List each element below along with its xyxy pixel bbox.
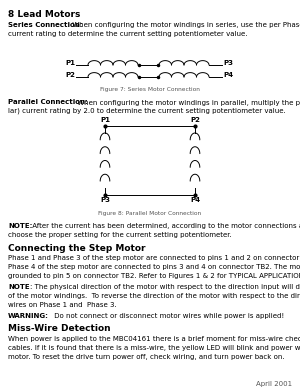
Text: motor. To reset the drive turn power off, check wiring, and turn power back on.: motor. To reset the drive turn power off… [8, 354, 285, 360]
Text: After the current has been determined, according to the motor connections above,: After the current has been determined, a… [30, 223, 300, 229]
Text: Do not connect or disconnect motor wires while power is applied!: Do not connect or disconnect motor wires… [52, 313, 284, 319]
Text: P4: P4 [223, 72, 233, 78]
Text: P2: P2 [190, 117, 200, 123]
Text: P3: P3 [100, 197, 110, 203]
Text: Figure 7: Series Motor Connection: Figure 7: Series Motor Connection [100, 87, 200, 92]
Text: lar) current rating by 2.0 to determine the current setting potentiometer value.: lar) current rating by 2.0 to determine … [8, 108, 286, 114]
Text: Parallel Connection:: Parallel Connection: [8, 99, 88, 105]
Text: : The physical direction of the motor with respect to the direction input will d: : The physical direction of the motor wi… [30, 284, 300, 290]
Text: Connecting the Step Motor: Connecting the Step Motor [8, 244, 145, 253]
Text: wires on Phase 1 and  Phase 3.: wires on Phase 1 and Phase 3. [8, 302, 117, 308]
Text: current rating to determine the current setting potentiometer value.: current rating to determine the current … [8, 31, 247, 37]
Text: NOTE: NOTE [8, 284, 30, 290]
Text: Phase 1 and Phase 3 of the step motor are connected to pins 1 and 2 on connector: Phase 1 and Phase 3 of the step motor ar… [8, 255, 300, 261]
Text: 8 Lead Motors: 8 Lead Motors [8, 10, 80, 19]
Text: NOTE:: NOTE: [8, 223, 32, 229]
Text: When configuring the motor windings in series, use the per Phase (or unipolar): When configuring the motor windings in s… [70, 22, 300, 28]
Text: Phase 4 of the step motor are connected to pins 3 and 4 on connector TB2. The mo: Phase 4 of the step motor are connected … [8, 264, 300, 270]
Text: of the motor windings.  To reverse the direction of the motor with respect to th: of the motor windings. To reverse the di… [8, 293, 300, 299]
Text: P1: P1 [100, 117, 110, 123]
Text: cables. If it is found that there is a miss-wire, the yellow LED will blink and : cables. If it is found that there is a m… [8, 345, 300, 351]
Text: P1: P1 [65, 60, 75, 66]
Text: When power is applied to the MBC04161 there is a brief moment for miss-wire chec: When power is applied to the MBC04161 th… [8, 336, 300, 342]
Text: P3: P3 [223, 60, 233, 66]
Text: Figure 8: Parallel Motor Connection: Figure 8: Parallel Motor Connection [98, 211, 202, 216]
Text: P4: P4 [190, 197, 200, 203]
Text: Miss-Wire Detection: Miss-Wire Detection [8, 324, 111, 333]
Text: choose the proper setting for the current setting potentiometer.: choose the proper setting for the curren… [8, 232, 232, 238]
Text: WARNING:: WARNING: [8, 313, 49, 319]
Text: Series Connection:: Series Connection: [8, 22, 82, 28]
Text: P2: P2 [65, 72, 75, 78]
Text: April 2001: April 2001 [256, 381, 292, 387]
Text: When configuring the motor windings in parallel, multiply the per Phase (or unip: When configuring the motor windings in p… [75, 99, 300, 106]
Text: grounded to pin 5 on connector TB2. Refer to Figures 1 & 2 for TYPICAL APPLICATI: grounded to pin 5 on connector TB2. Refe… [8, 273, 300, 279]
